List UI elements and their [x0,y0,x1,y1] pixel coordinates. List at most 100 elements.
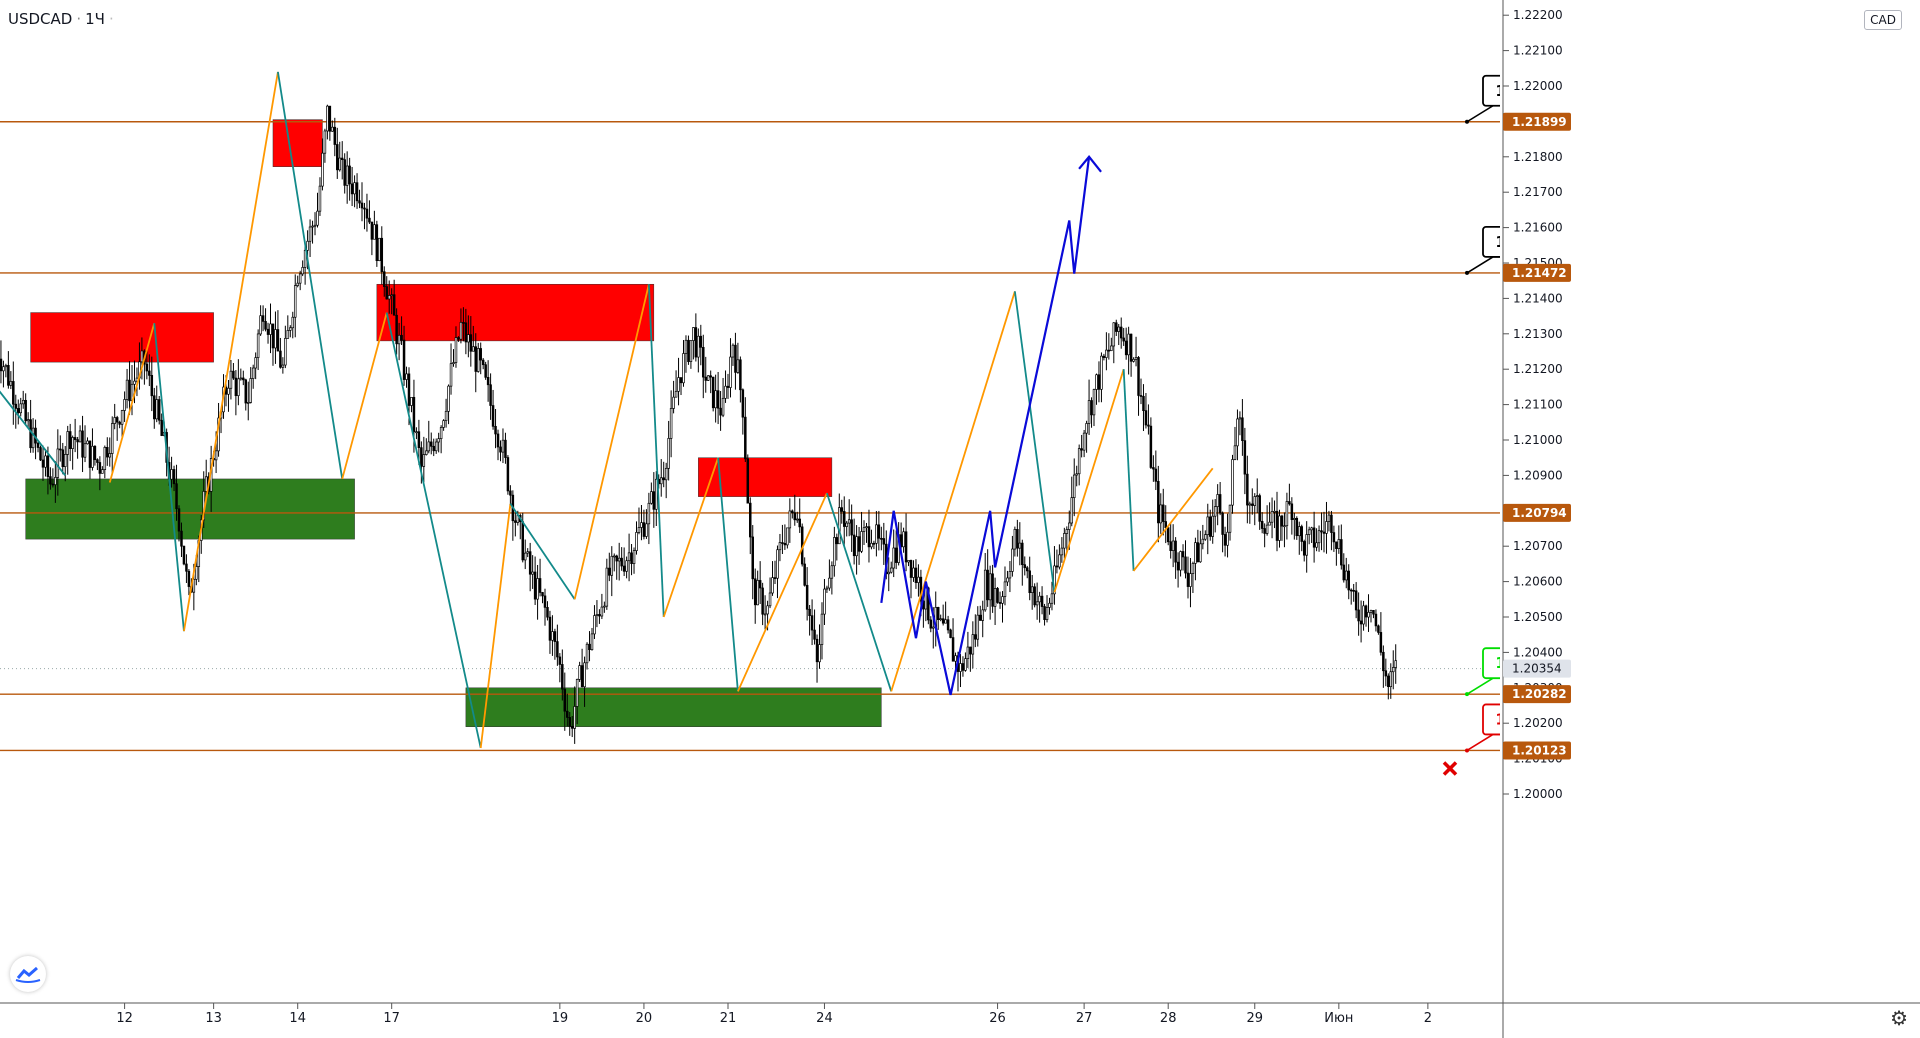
candle-body [469,334,473,352]
candle-body [118,421,121,425]
candle-body [140,350,144,363]
candle-body [284,338,287,366]
candle-body [778,542,782,551]
candle-body [1038,595,1041,603]
candle-body [269,323,272,335]
symbol-title[interactable]: USDCAD · 1Ч · [8,10,118,28]
candle-body [655,478,658,510]
candle-body [323,130,327,154]
candle-body [264,321,267,330]
candle-body [484,364,487,378]
candle-body [1268,521,1271,526]
candle-body [499,446,502,453]
tradingview-logo-icon[interactable] [10,956,46,992]
candle-body [855,536,858,557]
callout-anchor [1465,748,1469,753]
candle-body [1258,495,1261,522]
candle-body [724,385,727,399]
candle-body [1117,326,1120,332]
candle-body [1340,539,1343,566]
candle-body [674,390,678,398]
x-tick-label: 29 [1246,1011,1263,1026]
candle-body [991,573,994,607]
candle-body [857,536,861,552]
candle-body [1018,542,1022,549]
candle-body [232,370,235,379]
candle-body [679,377,683,384]
candle-body [682,353,685,384]
candle-body [761,587,764,615]
candle-body [472,346,475,352]
candle-body [914,567,918,583]
candle-body [1302,541,1306,556]
candle-body [462,322,465,324]
candle-body [766,605,769,615]
candle-body [870,542,873,548]
candle-body [818,644,821,663]
candle-body [702,346,705,378]
candle-body [1248,503,1252,506]
candle-body [467,334,470,343]
waves-layer [0,71,1214,749]
candle-body [1330,514,1333,533]
candle-body [407,373,411,406]
candle-body [298,273,302,284]
candle-body [907,560,910,563]
candle-body [949,629,952,638]
candle-body [1196,542,1200,563]
candle-body [157,399,161,421]
candle-body [286,330,290,339]
candle-body [56,448,60,478]
supply-zone-1 [30,312,214,363]
y-tick-label: 1.20700 [1513,539,1563,553]
candle-body [108,453,112,458]
candle-body [1159,504,1163,524]
candle-body [652,491,656,510]
candle-body [1194,542,1197,564]
candle-body [1072,474,1076,499]
candle-body [882,538,886,545]
y-tick-label: 1.21600 [1513,221,1563,235]
candle-body [1127,333,1130,356]
candle-body [417,431,421,449]
candle-body [887,571,891,575]
candle-body [321,152,324,187]
candle-body [276,329,280,352]
candle-body [1087,400,1091,424]
candle-body [983,569,987,611]
candle-body [1221,512,1224,535]
candle-body [1028,570,1031,594]
x-tick-label: 14 [289,1011,306,1026]
candle-body [1149,425,1153,468]
candle-body [504,439,507,458]
candle-body [1025,567,1029,572]
candle-body [256,333,260,358]
candle-body [610,555,614,576]
currency-button[interactable]: CAD [1864,10,1902,30]
candle-body [1181,551,1185,558]
candle-body [1097,374,1101,390]
candle-body [810,615,814,631]
support-2-axis-label: 1.20123 [1512,743,1567,757]
candle-body [1315,542,1318,548]
y-tick-label: 1.21400 [1513,291,1563,305]
candle-body [551,631,554,641]
candle-body [979,614,982,621]
candle-body [1201,538,1205,545]
candle-body [1335,541,1338,549]
y-tick-label: 1.20400 [1513,645,1563,659]
candle-body [758,580,762,589]
wave-down-2 [153,323,185,632]
candle-body [318,185,322,212]
y-tick-label: 1.20600 [1513,575,1563,589]
candle-body [115,417,119,423]
wave-up-7 [479,503,512,749]
settings-gear-icon[interactable]: ⚙ [1890,1006,1908,1030]
timeframe-label[interactable]: 1Ч [85,10,105,28]
candle-body [83,443,87,458]
candle-body [101,469,104,474]
candle-body [711,376,715,409]
candle-body [1382,651,1385,672]
candle-body [993,588,997,607]
